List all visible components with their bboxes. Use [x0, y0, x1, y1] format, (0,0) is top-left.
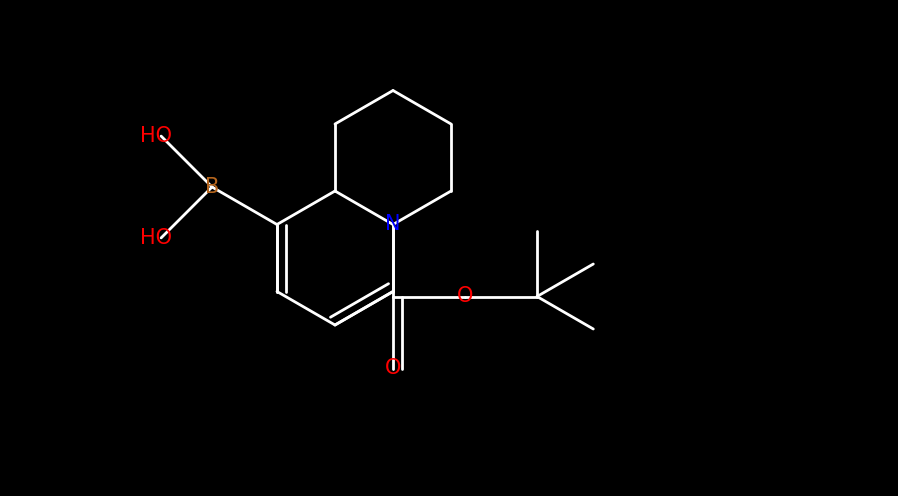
Text: O: O: [385, 359, 401, 378]
Text: B: B: [205, 177, 219, 197]
Text: O: O: [457, 287, 473, 307]
Text: HO: HO: [140, 126, 172, 146]
Text: HO: HO: [140, 228, 172, 248]
Text: N: N: [385, 214, 401, 235]
